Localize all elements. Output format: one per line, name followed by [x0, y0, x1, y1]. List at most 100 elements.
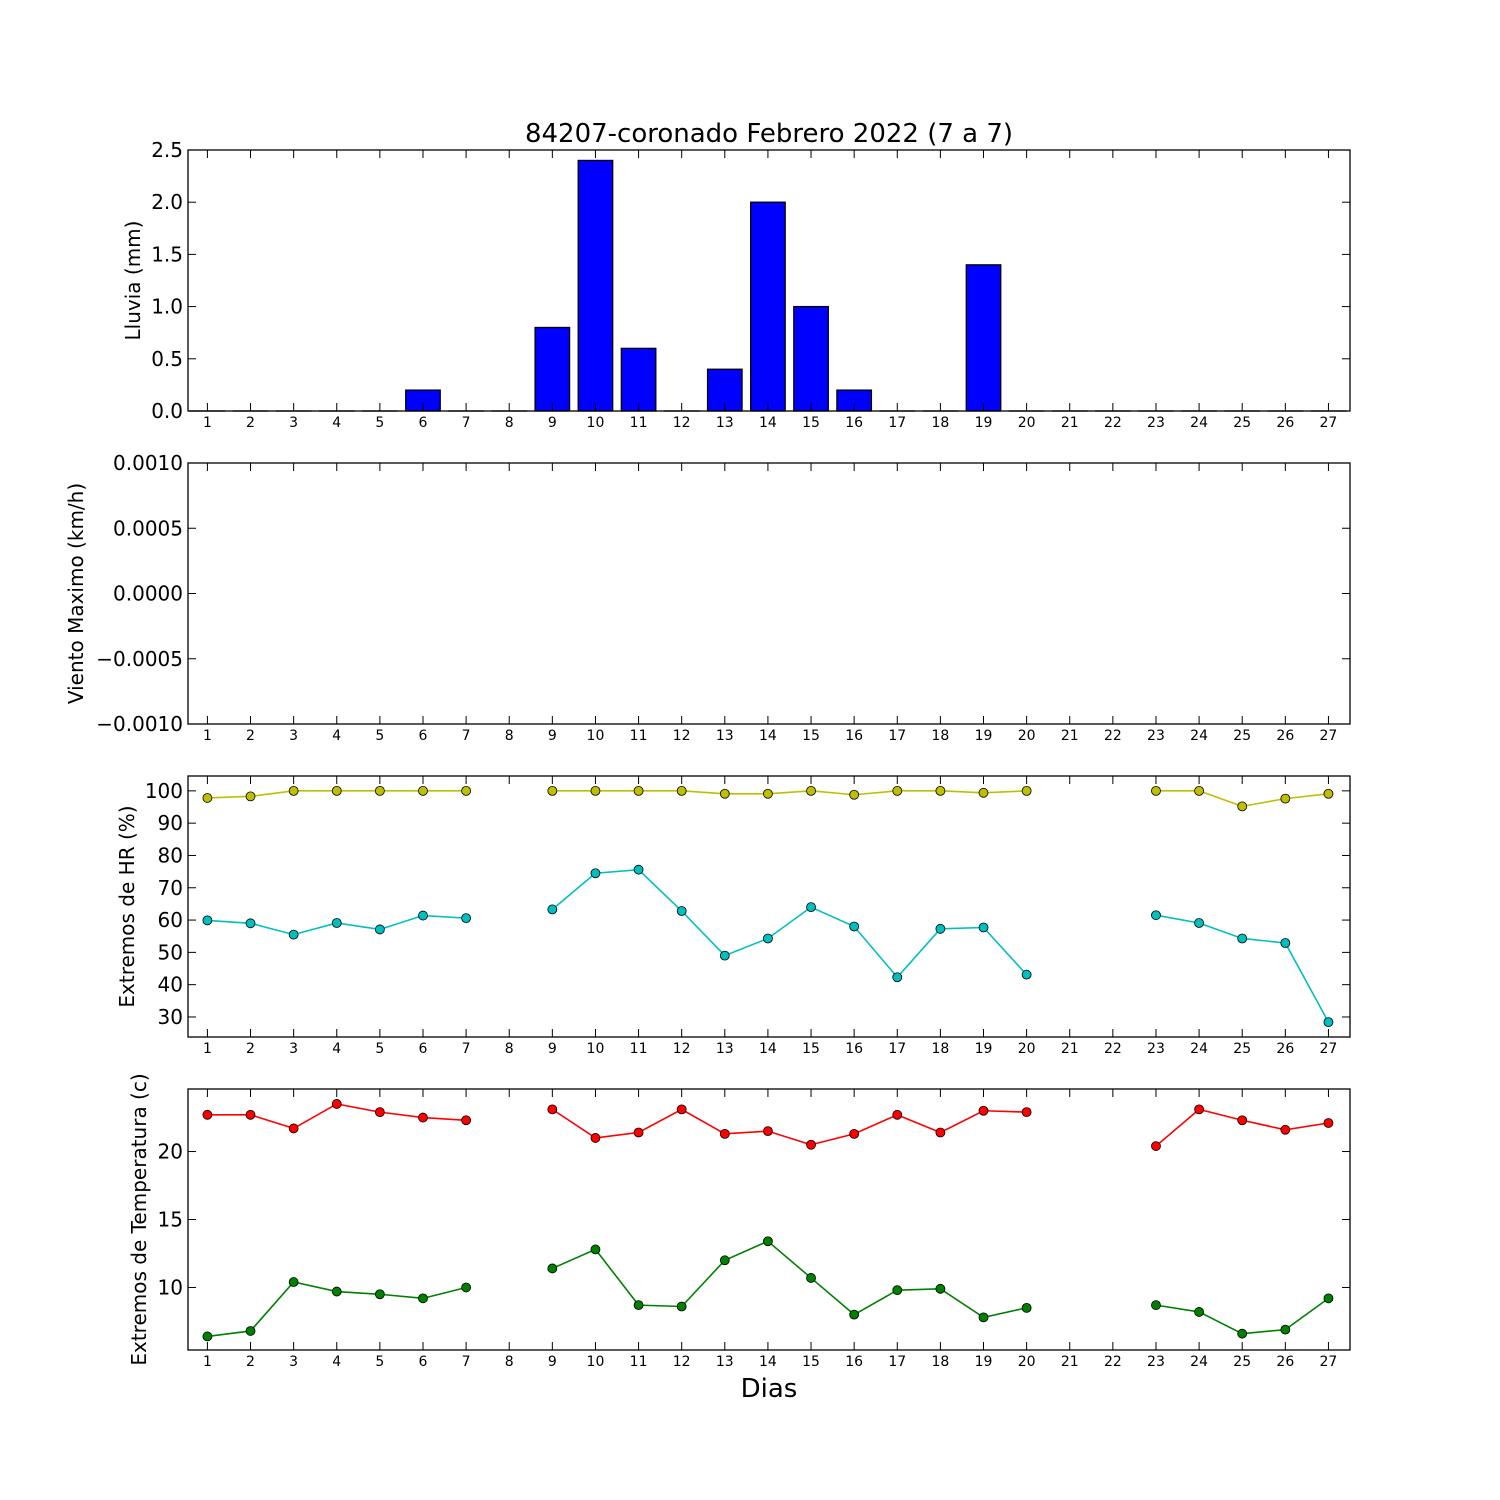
wind-xtick-label: 3	[289, 728, 298, 744]
rain-ytick-label: 1.0	[151, 295, 183, 319]
temperature-series-1-point-day-5	[374, 1107, 385, 1118]
humidity-xtick-label: 9	[548, 1041, 557, 1057]
humidity-series-2-point-day-27	[1323, 1017, 1334, 1028]
temperature-series-1-point-day-10	[590, 1133, 601, 1143]
rain-bar-day-15	[793, 305, 829, 412]
rain-ytick-label: 0.5	[151, 347, 183, 371]
rain-bar-day-11	[620, 347, 657, 412]
wind-xtick-label: 18	[931, 728, 949, 744]
rain-xtick-label: 15	[802, 415, 820, 431]
wind-ytick-label: 0.0000	[113, 582, 183, 606]
humidity-ytick-label: 70	[158, 876, 183, 900]
temperature-series-1-point-day-23	[1151, 1141, 1161, 1151]
temperature-series-1-point-day-25	[1237, 1115, 1248, 1126]
humidity-series-1-point-day-3	[288, 785, 299, 796]
humidity-y-axis-label: Extremos de HR (%)	[115, 805, 139, 1007]
rain-bar-day-10	[577, 159, 614, 412]
humidity-xtick-label: 6	[419, 1041, 428, 1057]
wind-ytick-label: 0.0005	[113, 516, 183, 540]
humidity-xtick-label: 18	[931, 1041, 949, 1057]
wind-xtick-label: 4	[332, 728, 341, 744]
temperature-xtick-label: 20	[1018, 1354, 1036, 1370]
wind-xtick-label: 6	[419, 728, 428, 744]
humidity-xtick-label: 10	[587, 1041, 605, 1057]
wind-xtick-label: 1	[203, 728, 212, 744]
humidity-series-2-point-day-20	[1021, 969, 1032, 980]
wind-xtick-label: 19	[975, 728, 993, 744]
temperature-xtick-label: 12	[673, 1354, 691, 1370]
temperature-series-2-point-day-13	[719, 1255, 730, 1266]
wind-ytick-label: 0.0010	[113, 451, 183, 475]
humidity-xtick-label: 27	[1320, 1041, 1338, 1057]
wind-xtick-label: 7	[462, 728, 471, 744]
humidity-series-2-point-day-9	[547, 904, 558, 915]
temperature-series-2-point-day-20	[1021, 1302, 1032, 1313]
temperature-xtick-label: 25	[1233, 1354, 1251, 1370]
wind-xtick-label: 8	[505, 728, 514, 744]
humidity-series-1-point-day-15	[806, 785, 816, 796]
temperature-series-2-point-day-10	[590, 1244, 601, 1255]
humidity-xtick-label: 2	[246, 1041, 255, 1057]
temperature-series-2-point-day-19	[978, 1312, 989, 1323]
temperature-series-2-point-day-15	[806, 1273, 816, 1283]
humidity-xtick-label: 24	[1190, 1041, 1208, 1057]
humidity-series-2-point-day-5	[374, 924, 385, 935]
temperature-xtick-label: 7	[462, 1354, 471, 1370]
rain-xtick-label: 1	[203, 415, 212, 431]
wind-xtick-label: 17	[888, 728, 906, 744]
humidity-series-1-point-day-25	[1237, 801, 1248, 812]
rain-ytick-label: 0.0	[151, 399, 183, 423]
temperature-series-2-point-day-6	[418, 1293, 428, 1304]
rain-xtick-label: 9	[548, 415, 557, 431]
wind-xtick-label: 16	[845, 728, 863, 744]
temperature-series-2-point-day-25	[1237, 1328, 1248, 1339]
wind-xtick-label: 22	[1104, 728, 1122, 744]
rain-xtick-label: 2	[246, 415, 255, 431]
humidity-series-1-point-day-10	[590, 785, 601, 796]
temperature-series-1-point-day-27	[1323, 1118, 1334, 1128]
temperature-series-1-point-day-3	[288, 1123, 299, 1134]
rain-xtick-label: 25	[1233, 415, 1251, 431]
humidity-series-1-point-day-1	[202, 793, 213, 803]
humidity-xtick-label: 14	[759, 1041, 777, 1057]
figure-title: 84207-coronado Febrero 2022 (7 a 7)	[525, 119, 1013, 149]
humidity-xtick-label: 8	[505, 1041, 514, 1057]
rain-xtick-label: 26	[1276, 415, 1294, 431]
humidity-series-2-point-day-12	[676, 906, 687, 916]
humidity-series-2-point-day-16	[849, 921, 860, 932]
temperature-series-2-point-day-18	[935, 1283, 946, 1294]
temperature-xtick-label: 27	[1320, 1354, 1338, 1370]
humidity-series-2-point-day-15	[806, 902, 816, 913]
humidity-series-1-point-day-13	[719, 788, 730, 799]
wind-ytick-label: −0.0005	[96, 647, 183, 671]
temperature-xtick-label: 11	[630, 1354, 648, 1370]
humidity-ytick-label: 80	[158, 843, 183, 867]
temperature-series-2-point-day-26	[1280, 1324, 1291, 1335]
temperature-xtick-label: 24	[1190, 1354, 1208, 1370]
rain-xtick-label: 19	[975, 415, 993, 431]
temperature-xtick-label: 10	[587, 1354, 605, 1370]
temperature-xtick-label: 19	[975, 1354, 993, 1370]
humidity-series-2-point-day-26	[1280, 938, 1291, 948]
temperature-xtick-label: 21	[1061, 1354, 1079, 1370]
humidity-ytick-label: 60	[158, 908, 183, 932]
humidity-ytick-label: 50	[158, 940, 183, 964]
humidity-ytick-label: 90	[158, 811, 183, 835]
temperature-series-2-point-day-23	[1151, 1300, 1161, 1311]
humidity-xtick-label: 22	[1104, 1041, 1122, 1057]
humidity-xtick-label: 4	[332, 1041, 341, 1057]
humidity-series-1-point-day-14	[763, 788, 773, 799]
humidity-ytick-label: 30	[158, 1005, 183, 1029]
temperature-series-1-point-day-9	[547, 1104, 558, 1115]
rain-xtick-label: 24	[1190, 415, 1208, 431]
rain-ytick-label: 2.5	[151, 138, 183, 162]
humidity-series-1-point-day-4	[331, 785, 342, 796]
temperature-xtick-label: 17	[888, 1354, 906, 1370]
wind-y-axis-label: Viento Maximo (km/h)	[64, 483, 88, 704]
rain-xtick-label: 20	[1018, 415, 1036, 431]
rain-ytick-label: 1.5	[151, 242, 183, 266]
temperature-series-2-point-day-24	[1194, 1307, 1204, 1317]
